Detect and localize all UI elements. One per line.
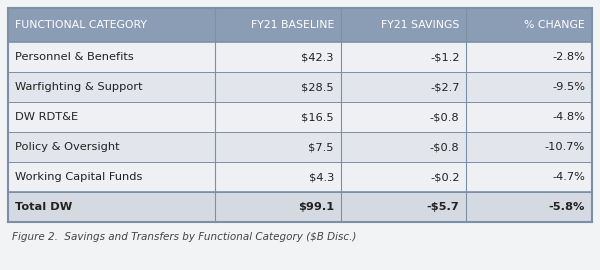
Text: -10.7%: -10.7% [545, 142, 585, 152]
Text: Working Capital Funds: Working Capital Funds [15, 172, 142, 182]
Text: FY21 BASELINE: FY21 BASELINE [251, 20, 334, 30]
Bar [8, 192, 215, 222]
Bar [8, 8, 215, 42]
Bar [215, 132, 341, 162]
Bar [341, 8, 466, 42]
Bar [215, 42, 341, 72]
Bar [215, 102, 341, 132]
Bar [466, 132, 592, 162]
Bar [341, 162, 466, 192]
Text: -2.8%: -2.8% [552, 52, 585, 62]
Bar [341, 72, 466, 102]
Bar [341, 192, 466, 222]
Text: Personnel & Benefits: Personnel & Benefits [15, 52, 134, 62]
Text: $7.5: $7.5 [308, 142, 334, 152]
Text: $99.1: $99.1 [298, 202, 334, 212]
Bar [8, 132, 215, 162]
Bar [8, 72, 215, 102]
Text: -5.8%: -5.8% [548, 202, 585, 212]
Text: -4.8%: -4.8% [552, 112, 585, 122]
Bar [341, 132, 466, 162]
Text: -4.7%: -4.7% [552, 172, 585, 182]
Text: Warfighting & Support: Warfighting & Support [15, 82, 143, 92]
Text: $28.5: $28.5 [301, 82, 334, 92]
Bar [466, 162, 592, 192]
Text: $4.3: $4.3 [308, 172, 334, 182]
Text: DW RDT&E: DW RDT&E [15, 112, 78, 122]
Bar [466, 42, 592, 72]
Text: FY21 SAVINGS: FY21 SAVINGS [381, 20, 460, 30]
Text: -$0.8: -$0.8 [430, 112, 460, 122]
Text: -9.5%: -9.5% [552, 82, 585, 92]
Text: FUNCTIONAL CATEGORY: FUNCTIONAL CATEGORY [15, 20, 147, 30]
Bar [8, 42, 215, 72]
Text: Policy & Oversight: Policy & Oversight [15, 142, 119, 152]
Bar [215, 72, 341, 102]
Text: -$0.2: -$0.2 [430, 172, 460, 182]
Bar [466, 192, 592, 222]
Bar [8, 162, 215, 192]
Text: -$0.8: -$0.8 [430, 142, 460, 152]
Bar [466, 72, 592, 102]
Text: $42.3: $42.3 [301, 52, 334, 62]
Bar [215, 192, 341, 222]
Bar [8, 102, 215, 132]
Text: Figure 2.  Savings and Transfers by Functional Category ($B Disc.): Figure 2. Savings and Transfers by Funct… [12, 232, 356, 242]
Bar [466, 102, 592, 132]
Text: -$1.2: -$1.2 [430, 52, 460, 62]
Text: $16.5: $16.5 [301, 112, 334, 122]
Bar [341, 42, 466, 72]
Text: -$2.7: -$2.7 [430, 82, 460, 92]
Bar [215, 8, 341, 42]
Text: % CHANGE: % CHANGE [524, 20, 585, 30]
Bar [466, 8, 592, 42]
Text: -$5.7: -$5.7 [427, 202, 460, 212]
Text: Total DW: Total DW [15, 202, 72, 212]
Bar [215, 162, 341, 192]
Bar [341, 102, 466, 132]
